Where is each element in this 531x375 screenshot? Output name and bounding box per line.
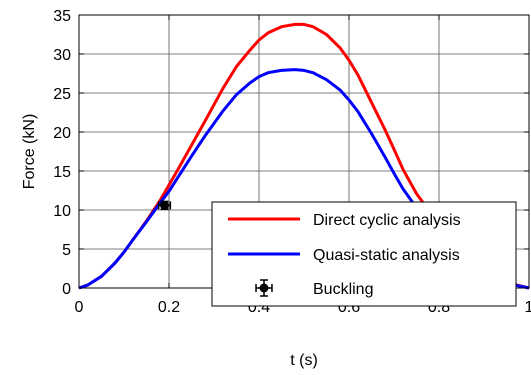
buckling-marker	[157, 200, 172, 210]
legend-label-direct-cyclic: Direct cyclic analysis	[313, 212, 461, 229]
y-tick-label: 25	[53, 86, 71, 103]
x-tick-label: 1	[525, 299, 531, 316]
legend: Direct cyclic analysis Quasi-static anal…	[211, 201, 517, 307]
x-tick-label: 0.2	[158, 299, 180, 316]
y-tick-label: 20	[53, 125, 71, 142]
y-tick-label: 35	[53, 8, 71, 25]
y-tick-label: 30	[53, 47, 71, 64]
x-tick-label: 0	[75, 299, 84, 316]
legend-label-quasi-static: Quasi-static analysis	[313, 247, 460, 264]
y-tick-label: 15	[53, 164, 71, 181]
y-tick-label: 10	[53, 203, 71, 220]
x-axis-label: t (s)	[290, 352, 318, 369]
legend-swatch-buckling	[255, 279, 273, 297]
y-tick-label: 0	[62, 281, 71, 298]
y-axis-label: Force (kN)	[21, 114, 38, 190]
legend-label-buckling: Buckling	[313, 281, 373, 298]
y-tick-label: 5	[62, 242, 71, 259]
marker-layer	[157, 200, 172, 210]
